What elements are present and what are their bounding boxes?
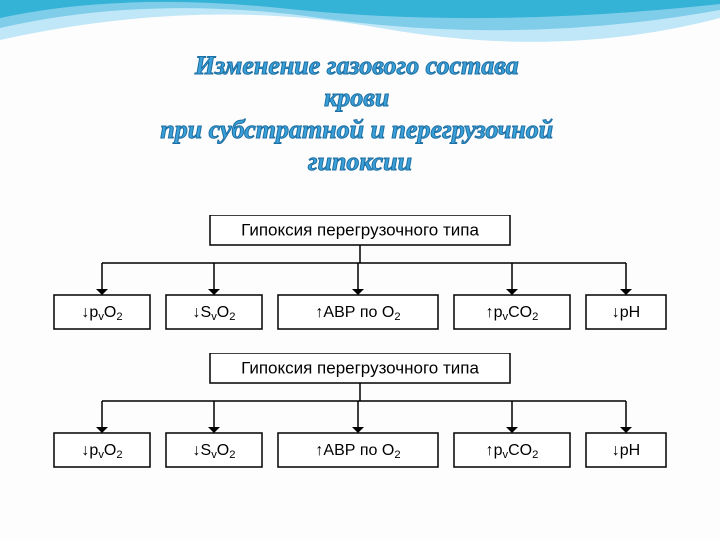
leaf-label: ↑pvCO2 bbox=[486, 304, 539, 323]
leaf-label: ↓pH bbox=[612, 304, 640, 321]
arrow-head-icon bbox=[352, 427, 364, 433]
leaf-label: ↑pvCO2 bbox=[486, 442, 539, 461]
title-line1: Изменение газового состава bbox=[194, 51, 519, 80]
arrow-head-icon bbox=[96, 289, 108, 295]
arrow-head-icon bbox=[620, 427, 632, 433]
arrow-head-icon bbox=[620, 289, 632, 295]
slide-title: Изменение газового состава крови при суб… bbox=[0, 0, 720, 215]
flowchart-1: Гипоксия перегрузочного типа↓pvO2↓SvO2↑А… bbox=[40, 215, 680, 335]
arrow-head-icon bbox=[96, 427, 108, 433]
title-line4: гипоксии bbox=[308, 147, 412, 176]
arrow-head-icon bbox=[506, 289, 518, 295]
flowchart-2: Гипоксия перегрузочного типа↓pvO2↓SvO2↑А… bbox=[40, 353, 680, 473]
leaf-label: ↑АВР по O2 bbox=[315, 442, 400, 461]
leaf-label: ↓pH bbox=[612, 442, 640, 459]
leaf-label: ↑АВР по O2 bbox=[315, 304, 400, 323]
arrow-head-icon bbox=[208, 427, 220, 433]
arrow-head-icon bbox=[208, 289, 220, 295]
title-line3: при субстратной и перегрузочной bbox=[160, 115, 553, 144]
arrow-head-icon bbox=[506, 427, 518, 433]
arrow-head-icon bbox=[352, 289, 364, 295]
root-label: Гипоксия перегрузочного типа bbox=[241, 358, 479, 377]
title-line2: крови bbox=[324, 83, 389, 112]
svg-text:Изменение газового состава: Изменение газового состава крови при суб… bbox=[160, 51, 559, 176]
root-label: Гипоксия перегрузочного типа bbox=[241, 220, 479, 239]
